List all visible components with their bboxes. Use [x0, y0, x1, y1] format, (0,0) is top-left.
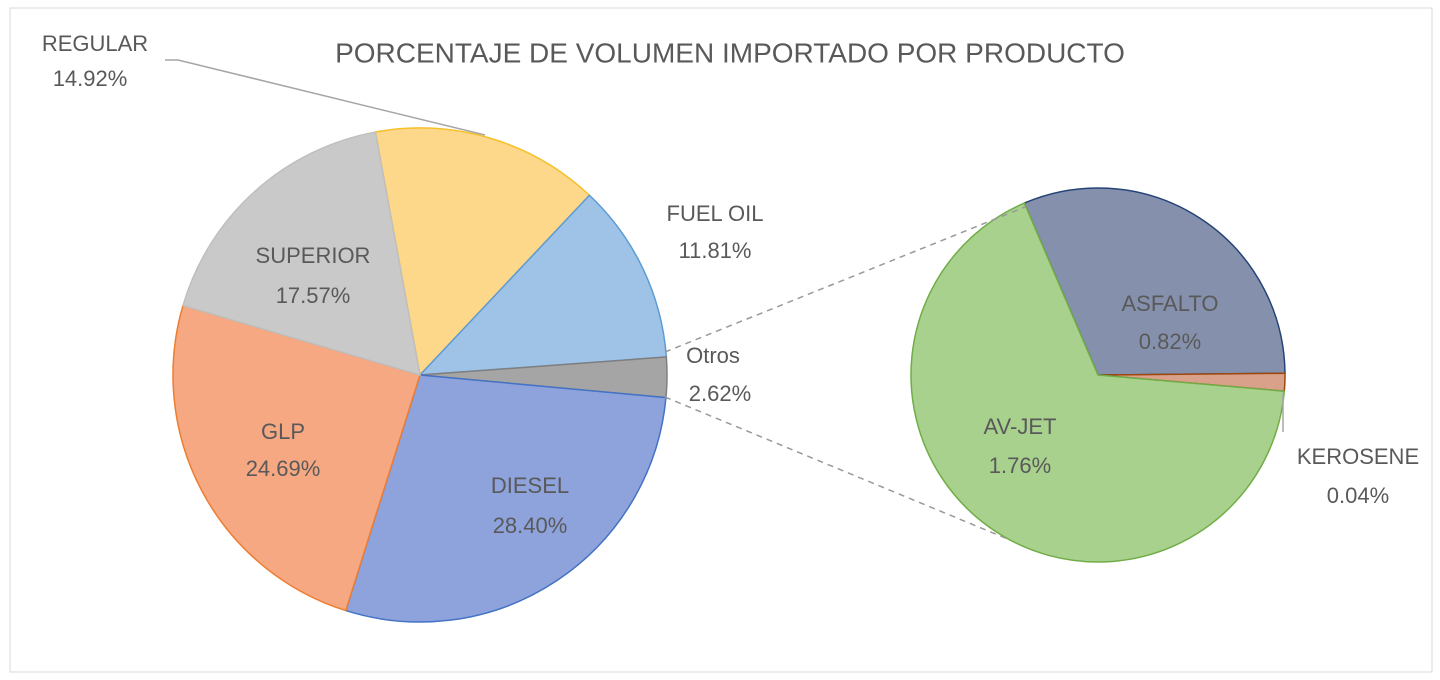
slice-value-label: 1.76%	[989, 453, 1051, 478]
pie-slice	[344, 374, 667, 623]
chart-title: PORCENTAJE DE VOLUMEN IMPORTADO POR PROD…	[335, 37, 1125, 68]
pie-slice	[910, 202, 1286, 563]
slice-label: DIESEL	[491, 473, 569, 498]
slice-label: KEROSENE	[1297, 444, 1419, 469]
leader-line	[165, 59, 486, 136]
pie-slice	[418, 194, 668, 376]
pie-slice	[172, 304, 421, 612]
pie-slice	[374, 127, 591, 377]
pie-slice	[182, 131, 421, 377]
slice-value-label: 11.81%	[679, 238, 752, 263]
connector-line	[664, 206, 1026, 353]
slice-label: FUEL OIL	[667, 201, 764, 226]
slice-label: GLP	[261, 419, 305, 444]
slice-label: REGULAR	[42, 31, 148, 56]
slice-label: AV-JET	[984, 414, 1057, 439]
slice-value-label: 28.40%	[493, 513, 568, 538]
slice-label: ASFALTO	[1121, 291, 1218, 316]
slice-label: Otros	[686, 343, 740, 368]
slice-value-label: 0.82%	[1139, 329, 1201, 354]
slice-value-label: 24.69%	[246, 456, 321, 481]
slice-value-label: 0.04%	[1327, 483, 1389, 508]
connector-line	[664, 396, 1011, 541]
slice-value-label: 14.92%	[53, 66, 128, 91]
slice-value-label: 2.62%	[689, 381, 751, 406]
pie-slice	[1023, 187, 1286, 376]
slice-value-label: 17.57%	[276, 283, 351, 308]
slice-label: SUPERIOR	[256, 243, 371, 268]
